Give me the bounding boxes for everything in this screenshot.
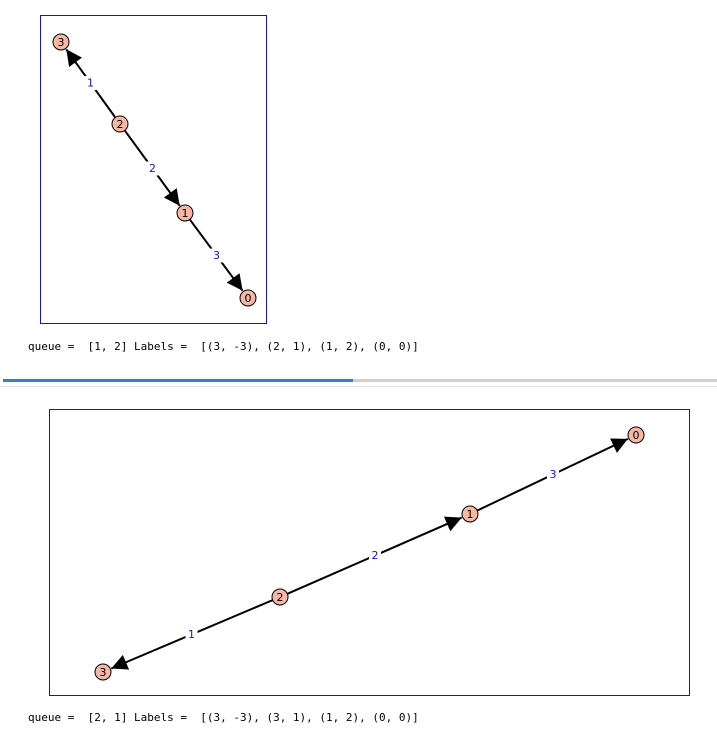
- graph-plot-1: 1 2 3 3 2 1 0: [40, 15, 267, 324]
- labels-value: [(3, -3), (2, 1), (1, 2), (0, 0)]: [200, 340, 419, 353]
- graph-plot-2: 1 2 3 3 2 1 0: [49, 409, 690, 696]
- labels-value: [(3, -3), (3, 1), (1, 2), (0, 0)]: [200, 711, 419, 724]
- cell-separator: [0, 386, 717, 387]
- cell-divider[interactable]: [3, 379, 717, 382]
- output-line-1: queue = [1, 2] Labels = [(3, -3), (2, 1)…: [28, 340, 419, 353]
- node-label: 2: [117, 118, 124, 131]
- graph-canvas-2: 1 2 3 3 2 1 0: [94, 426, 645, 681]
- labels-label: Labels =: [133, 340, 194, 353]
- node-circle: [94, 663, 112, 681]
- node-label: 0: [633, 429, 640, 442]
- node-circle: [176, 204, 194, 222]
- edge-label: 2: [372, 549, 379, 562]
- output-line-2: queue = [2, 1] Labels = [(3, -3), (3, 1)…: [28, 711, 419, 724]
- queue-value: [1, 2]: [87, 340, 128, 353]
- graph-canvas-1: 1 2 3 3 2 1 0: [52, 33, 257, 307]
- node-0: 0: [239, 289, 257, 307]
- node-label: 0: [245, 292, 252, 305]
- edge-label-bg: [146, 161, 159, 176]
- edge-label-bg: [547, 467, 559, 482]
- edge-label-bg: [84, 76, 97, 90]
- edge-label-bg: [210, 248, 223, 263]
- edge-label: 2: [149, 162, 156, 175]
- node-3: 3: [52, 33, 70, 51]
- node-0: 0: [627, 426, 645, 444]
- node-label: 3: [58, 36, 65, 49]
- divider-progress: [3, 379, 353, 382]
- node-label: 2: [277, 591, 284, 604]
- node-label: 1: [467, 508, 474, 521]
- node-circle: [239, 289, 257, 307]
- edge-label-bg: [369, 548, 381, 563]
- node-circle: [271, 588, 289, 606]
- edge-label: 1: [188, 628, 195, 641]
- edge-label-bg: [185, 627, 198, 642]
- node-circle: [52, 33, 70, 51]
- queue-label: queue =: [28, 711, 81, 724]
- node-label: 3: [100, 666, 107, 679]
- node-1: 1: [461, 505, 479, 523]
- edge-label: 3: [550, 468, 557, 481]
- edge-label: 3: [213, 249, 220, 262]
- queue-value: [2, 1]: [87, 711, 128, 724]
- node-circle: [111, 115, 129, 133]
- node-2: 2: [271, 588, 289, 606]
- labels-label: Labels =: [133, 711, 194, 724]
- queue-label: queue =: [28, 340, 81, 353]
- node-2: 2: [111, 115, 129, 133]
- node-1: 1: [176, 204, 194, 222]
- node-3: 3: [94, 663, 112, 681]
- edge-label: 1: [87, 77, 94, 90]
- node-circle: [461, 505, 479, 523]
- node-label: 1: [182, 207, 189, 220]
- node-circle: [627, 426, 645, 444]
